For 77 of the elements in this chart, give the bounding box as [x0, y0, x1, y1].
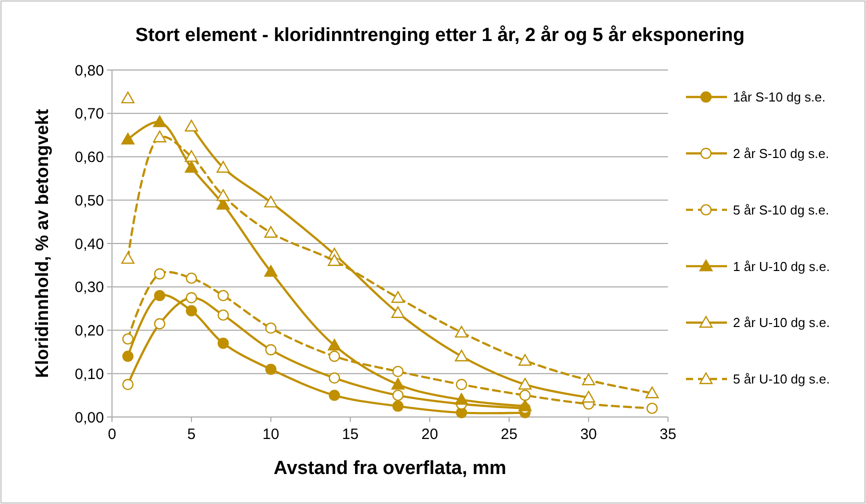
chart-title: Stort element - kloridinntrenging etter 1 år, 2 år og 5 år eksponering: [135, 25, 745, 46]
point: [519, 390, 531, 401]
point: [454, 393, 468, 405]
y-tick-label: 0,60: [74, 149, 104, 166]
point: [154, 290, 166, 302]
point: [184, 160, 198, 173]
legend-label: 1 år U-10 dg s.e.: [733, 258, 830, 274]
x-tick-label: 0: [108, 426, 116, 443]
point: [265, 364, 276, 375]
point: [154, 268, 166, 280]
point: [121, 252, 134, 264]
point: [122, 333, 134, 345]
point: [328, 372, 340, 384]
point: [392, 390, 404, 401]
y-tick-label: 0,40: [74, 236, 104, 253]
point: [391, 291, 405, 303]
point: [122, 350, 134, 362]
point: [153, 130, 166, 142]
point: [184, 150, 198, 162]
point: [121, 132, 134, 144]
point: [122, 378, 134, 390]
point: [328, 390, 340, 401]
y-tick-label: 0,10: [74, 366, 104, 383]
x-tick-label: 10: [262, 426, 280, 443]
point: [391, 378, 405, 390]
point: [582, 390, 596, 403]
point: [184, 120, 198, 132]
legend-label: 1år S-10 dg s.e.: [733, 90, 826, 105]
point: [265, 322, 276, 334]
point: [153, 115, 166, 128]
x-tick-label: 35: [660, 426, 676, 443]
point: [518, 354, 532, 366]
y-tick-label: 0,30: [74, 279, 104, 296]
x-tick-label: 25: [500, 426, 518, 443]
point: [454, 326, 468, 338]
point: [518, 400, 532, 412]
point: [186, 292, 198, 304]
point: [154, 318, 166, 330]
point: [264, 196, 278, 208]
point: [392, 400, 404, 412]
y-tick-label: 0,80: [74, 62, 104, 80]
legend-label: 5 år U-10 dg s.e.: [733, 372, 830, 387]
legend-label: 2 år U-10 dg s.e.: [733, 315, 830, 330]
point: [265, 344, 276, 356]
y-tick-label: 0,20: [74, 322, 104, 340]
point: [216, 189, 230, 201]
point: [518, 378, 532, 390]
y-tick-label: 0,50: [74, 192, 104, 210]
point: [328, 254, 341, 266]
y-tick-label: 0,70: [74, 106, 104, 123]
x-axis-title: Avstand fra overflata, mm: [274, 458, 506, 479]
y-tick-label: 0,00: [74, 409, 104, 426]
x-tick-label: 30: [580, 426, 597, 443]
legend-label: 2 år S-10 dg s.e.: [733, 146, 830, 161]
x-tick-label: 15: [342, 426, 359, 443]
point: [186, 272, 198, 284]
point: [456, 378, 468, 390]
y-axis-title: Kloridinnhold, % av betongvekt: [32, 108, 52, 378]
point: [392, 366, 404, 378]
legend-label: 5 år S-10 dg s.e.: [733, 202, 830, 218]
point: [328, 338, 341, 351]
point: [218, 309, 229, 321]
point: [454, 350, 468, 362]
x-tick-label: 20: [421, 426, 438, 443]
point: [582, 374, 596, 386]
point: [391, 306, 405, 318]
point: [186, 305, 198, 316]
point: [121, 92, 134, 104]
point: [216, 160, 230, 173]
point: [328, 350, 340, 362]
point: [646, 402, 658, 414]
point: [264, 226, 278, 238]
x-tick-label: 5: [187, 426, 196, 443]
point: [218, 338, 229, 349]
point: [264, 265, 278, 277]
point: [218, 290, 229, 302]
point: [646, 386, 659, 398]
